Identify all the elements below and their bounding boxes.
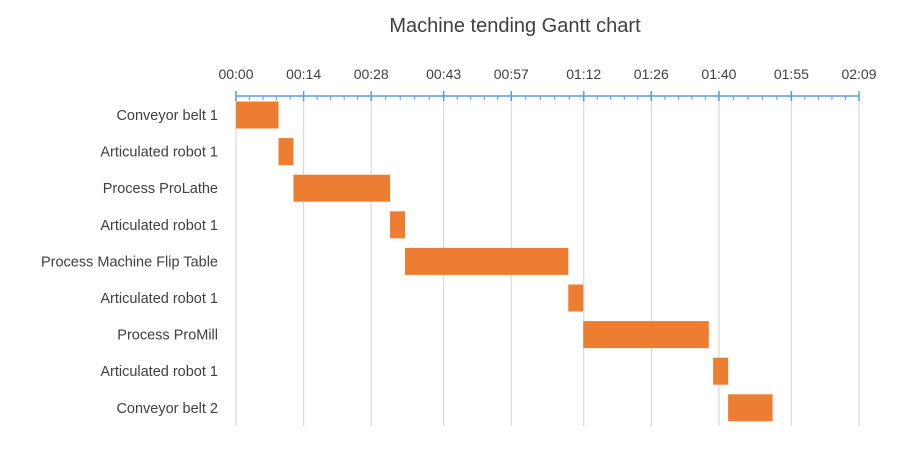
gantt-bar	[278, 138, 294, 166]
x-tick-label: 01:26	[634, 66, 669, 82]
category-label: Process Machine Flip Table	[41, 254, 218, 270]
gantt-bar	[728, 394, 773, 422]
gantt-bar	[713, 357, 729, 385]
x-tick-label: 00:14	[286, 66, 321, 82]
category-labels: Conveyor belt 1 Articulated robot 1 Proces…	[41, 108, 218, 417]
category-label: Process ProLathe	[103, 181, 218, 197]
x-tick-label: 00:00	[218, 66, 253, 82]
time-axis	[235, 91, 860, 101]
x-tick-label: 01:12	[566, 66, 601, 82]
category-label: Conveyor belt 1	[116, 108, 218, 124]
gantt-bar	[390, 211, 406, 239]
x-tick-label: 00:57	[494, 66, 529, 82]
category-label: Conveyor belt 2	[116, 401, 218, 417]
gantt-bars	[236, 101, 773, 422]
gantt-bar	[405, 247, 569, 275]
x-tick-label: 01:55	[774, 66, 809, 82]
category-label: Articulated robot 1	[100, 291, 218, 307]
x-tick-label: 02:09	[841, 66, 876, 82]
category-label: Articulated robot 1	[100, 218, 218, 234]
gantt-bar	[568, 284, 584, 312]
x-tick-label: 01:40	[701, 66, 736, 82]
category-label: Process ProMill	[117, 328, 218, 344]
gantt-bar	[583, 321, 709, 349]
x-tick-label: 00:28	[354, 66, 389, 82]
gantt-bar	[293, 174, 391, 202]
x-tick-label: 00:43	[426, 66, 461, 82]
chart-title: Machine tending Gantt chart	[389, 15, 641, 37]
x-tick-labels: 00:00 00:14 00:28 00:43 00:57 01:12 01:26 01:40…	[218, 66, 876, 82]
category-label: Articulated robot 1	[100, 364, 218, 380]
category-label: Articulated robot 1	[100, 145, 218, 161]
gantt-bar	[236, 101, 279, 129]
